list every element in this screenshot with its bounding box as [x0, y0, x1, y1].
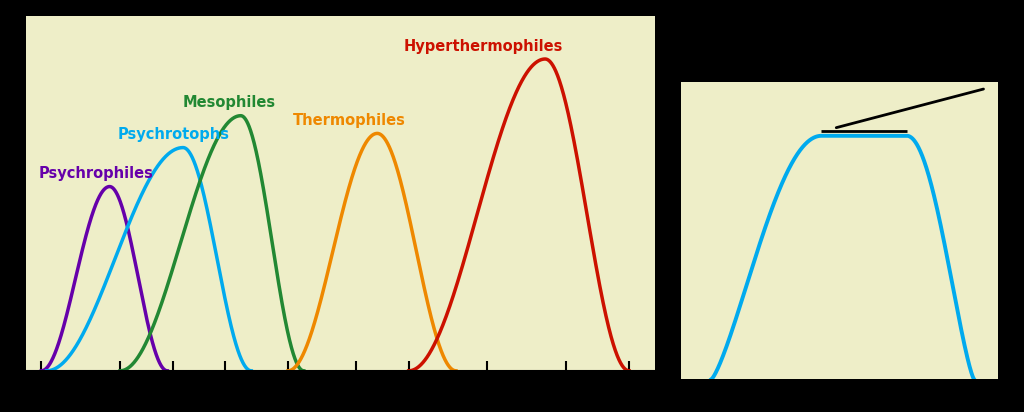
- Text: Psychrotophs: Psychrotophs: [118, 127, 229, 142]
- Text: Psychrophiles: Psychrophiles: [39, 166, 154, 181]
- Text: Hyperthermophiles: Hyperthermophiles: [403, 39, 563, 54]
- Text: Thermophiles: Thermophiles: [293, 113, 407, 128]
- Text: Mesophiles: Mesophiles: [183, 95, 276, 110]
